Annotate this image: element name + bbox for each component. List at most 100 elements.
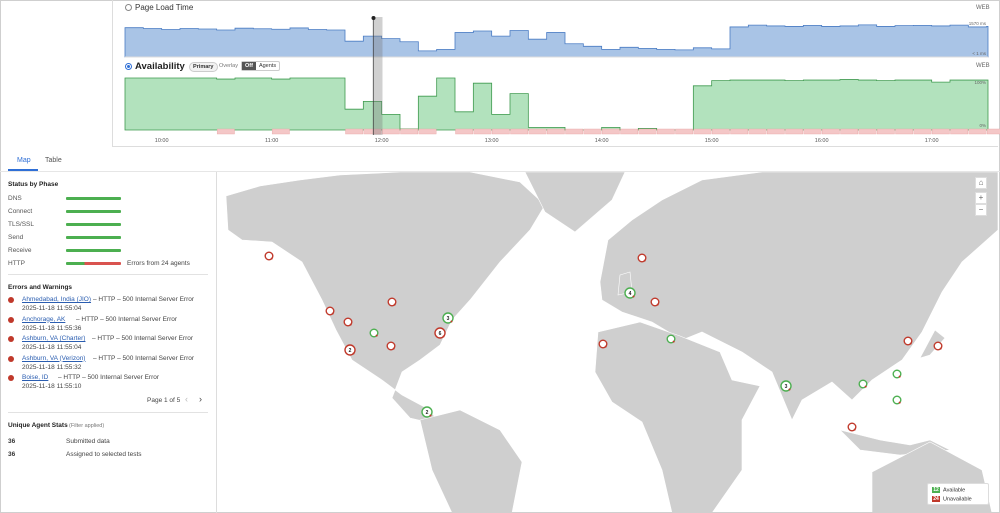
error-strip-segment[interactable] (840, 128, 859, 135)
agent-link[interactable]: Boise, ID (22, 374, 49, 381)
error-strip-segment[interactable] (876, 128, 895, 135)
agent-marker[interactable] (343, 317, 353, 327)
error-strip-segment[interactable] (656, 128, 675, 135)
left-panel: Status by Phase DNS Connect TLS/SSL Send… (0, 172, 217, 513)
error-item: Boise, ID – HTTP – 500 Internal Server E… (8, 374, 213, 392)
home-button[interactable]: ⌂ (975, 177, 987, 189)
agent-marker[interactable]: 2 (421, 406, 433, 418)
available-label: Available (943, 487, 966, 494)
agent-marker[interactable] (387, 297, 397, 307)
error-strip-segment[interactable] (821, 128, 840, 135)
error-strip-segment[interactable] (510, 128, 529, 135)
error-strip-segment[interactable] (418, 128, 437, 135)
error-strip-segment[interactable] (546, 128, 565, 135)
agent-marker[interactable] (933, 341, 943, 351)
page-load-radio[interactable] (125, 4, 132, 11)
agent-marker[interactable]: 4 (624, 287, 636, 299)
agent-marker[interactable]: 6 (434, 327, 446, 339)
error-strip-segment[interactable] (986, 128, 1000, 135)
agent-marker[interactable] (892, 369, 902, 379)
agent-marker[interactable] (598, 339, 608, 349)
error-strip-segment[interactable] (583, 128, 602, 135)
error-strip-segment[interactable] (766, 128, 785, 135)
north-america (225, 172, 546, 426)
marker-count: 2 (349, 348, 352, 354)
error-strip-segment[interactable] (491, 128, 510, 135)
error-strip-segment[interactable] (803, 128, 822, 135)
error-strip-segment[interactable] (565, 128, 584, 135)
error-strip-segment[interactable] (345, 128, 364, 135)
agent-marker[interactable] (903, 336, 913, 346)
overlay-off-option[interactable]: Off (242, 62, 256, 70)
error-strip-segment[interactable] (931, 128, 950, 135)
availability-area (124, 77, 989, 131)
error-strip-segment[interactable] (455, 128, 474, 135)
agent-link[interactable]: Ashburn, VA (Verizon) (22, 354, 86, 362)
error-strip-segment[interactable] (620, 128, 639, 135)
primary-badge[interactable]: Primary (189, 62, 218, 72)
error-strip-segment[interactable] (730, 128, 749, 135)
error-strip-segment[interactable] (363, 128, 382, 135)
agent-link[interactable]: Ahmedabad, India (JIO) (22, 296, 92, 303)
error-timestamp: 2025-11-18 11:55:04 (22, 305, 82, 312)
agent-marker[interactable]: 3 (442, 312, 454, 324)
page_load-min-label: < 1 ms (972, 51, 986, 56)
agent-marker[interactable] (650, 297, 660, 307)
tab-map[interactable]: Map (17, 157, 31, 164)
error-strip-segment[interactable] (858, 128, 877, 135)
error-strip-segment[interactable] (271, 128, 290, 135)
agent-marker[interactable] (264, 251, 274, 261)
zoom-in-button[interactable]: + (975, 192, 987, 204)
agent-marker[interactable] (892, 395, 902, 405)
availability-radio[interactable] (125, 63, 132, 70)
error-strip-segment[interactable] (711, 128, 730, 135)
error-strip-segment[interactable] (895, 128, 914, 135)
marker-count: 3 (447, 316, 450, 322)
error-strip-segment[interactable] (528, 128, 547, 135)
agent-marker[interactable]: 3 (780, 380, 792, 392)
error-strip-segment[interactable] (748, 128, 767, 135)
agent-marker[interactable] (666, 334, 676, 344)
error-strip-segment[interactable] (968, 128, 987, 135)
pagination-label: Page 1 of 5 (147, 397, 181, 404)
error-strip-segment[interactable] (601, 128, 620, 135)
error-strip-segment[interactable] (693, 128, 712, 135)
submitted-label: Submitted data (66, 438, 110, 445)
x-tick-label: 10:00 (155, 138, 169, 144)
error-strip-segment[interactable] (400, 128, 419, 135)
error-strip-segment[interactable] (950, 128, 969, 135)
agent-link[interactable]: Anchorage, AK (22, 315, 66, 323)
marker-count: 2 (426, 410, 429, 416)
agent-marker[interactable] (369, 328, 379, 338)
error-strip-segment[interactable] (675, 128, 694, 135)
error-strip-segment[interactable] (473, 128, 492, 135)
agent-marker[interactable] (386, 341, 396, 351)
agent-link[interactable]: Ashburn, VA (Charter) (22, 335, 86, 342)
next-page-button[interactable]: › (199, 394, 202, 404)
error-strip-segment[interactable] (913, 128, 932, 135)
overlay-agents-option[interactable]: Agents (258, 63, 277, 69)
error-strip-segment[interactable] (785, 128, 804, 135)
error-timestamp: 2025-11-18 11:55:32 (22, 363, 82, 371)
error-message: – HTTP – 500 Internal Server Error (92, 335, 194, 342)
tab-table[interactable]: Table (45, 157, 62, 164)
timeline-charts[interactable]: 1570 ms < 1 ms 100% 0% 10:00 11:00 12:00 13:00 1… (0, 0, 1000, 150)
selected-time-band[interactable] (372, 17, 383, 135)
africa (594, 321, 761, 512)
submitted-count: 36 (8, 438, 16, 445)
time-cursor-handle[interactable] (371, 16, 376, 20)
error-status-icon (8, 297, 14, 303)
error-strip-segment[interactable] (381, 128, 400, 135)
agent-marker[interactable] (637, 253, 647, 263)
prev-page-button[interactable]: ‹ (185, 394, 188, 404)
error-strip-segment[interactable] (638, 128, 657, 135)
phase-status-bar (66, 249, 121, 252)
agent-marker[interactable]: 2 (344, 344, 356, 356)
error-strip-segment[interactable] (216, 128, 235, 135)
agent-marker[interactable] (847, 422, 857, 432)
agent-marker[interactable] (325, 306, 335, 316)
zoom-out-button[interactable]: − (975, 204, 987, 216)
agent-marker[interactable] (858, 379, 868, 389)
